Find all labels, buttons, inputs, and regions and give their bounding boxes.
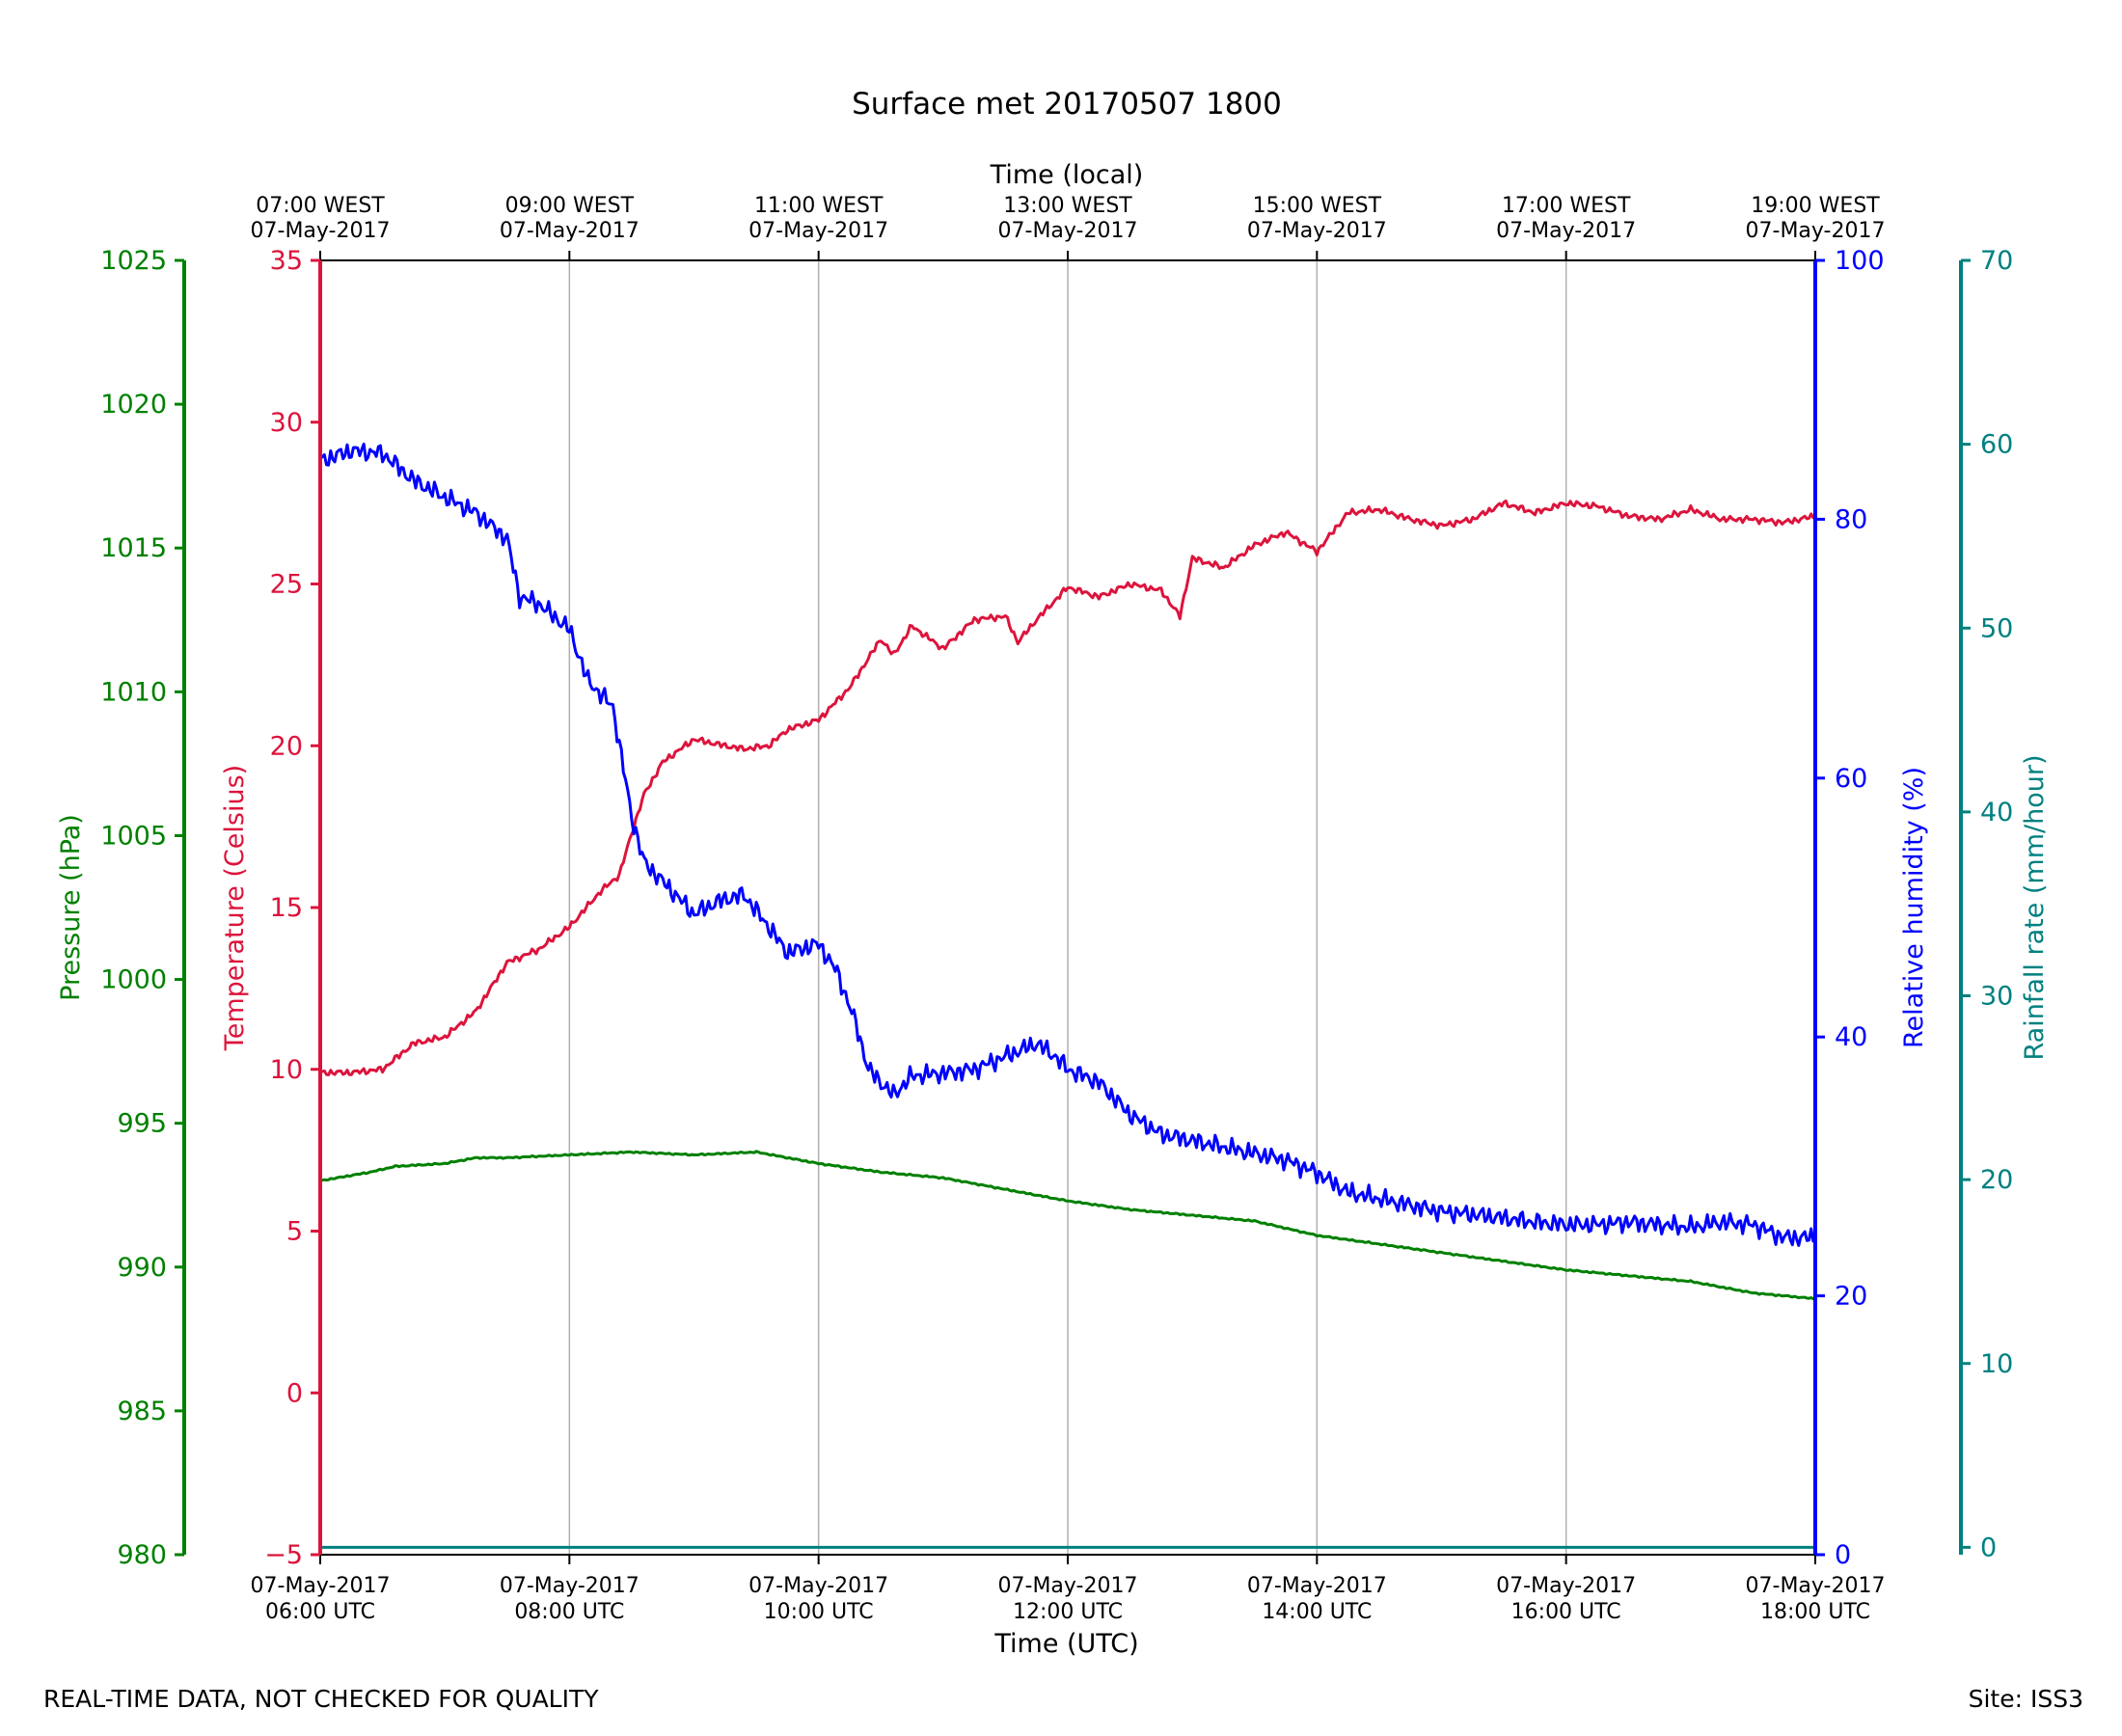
top-x-tick-label: 11:00 WEST <box>754 194 884 218</box>
pressure-axis-tick-label: 995 <box>117 1109 167 1139</box>
bottom-x-tick-label: 14:00 UTC <box>1262 1600 1372 1624</box>
pressure-axis-tick-label: 1015 <box>100 533 167 563</box>
temperature-axis-tick-label: 35 <box>270 246 303 276</box>
rainfall-axis-label: Rainfall rate (mm/hour) <box>2020 755 2050 1061</box>
top-x-tick-label: 07-May-2017 <box>1247 219 1387 243</box>
rainfall-axis-tick-label: 20 <box>1980 1165 2013 1195</box>
pressure-axis-tick-label: 1025 <box>100 246 167 276</box>
top-x-tick-label: 09:00 WEST <box>505 194 635 218</box>
bottom-x-tick-label: 07-May-2017 <box>251 1574 391 1598</box>
series-line-temperature <box>319 499 1816 1076</box>
bottom-x-tick-label: 07-May-2017 <box>998 1574 1138 1598</box>
pressure-axis-tick-label: 1010 <box>100 677 167 707</box>
bottom-x-tick-label: 07-May-2017 <box>1247 1574 1387 1598</box>
bottom-x-tick-label: 07-May-2017 <box>748 1574 888 1598</box>
temperature-axis-tick-label: 5 <box>286 1217 303 1247</box>
top-x-tick-label: 07-May-2017 <box>500 219 639 243</box>
temperature-axis-tick-label: 25 <box>270 570 303 600</box>
series-line-humidity <box>319 442 1817 1247</box>
bottom-x-tick-label: 07-May-2017 <box>1746 1574 1886 1598</box>
pressure-axis-label: Pressure (hPa) <box>56 814 86 1001</box>
quality-disclaimer: REAL-TIME DATA, NOT CHECKED FOR QUALITY <box>43 1685 599 1713</box>
rainfall-axis-tick-label: 60 <box>1980 430 2013 460</box>
bottom-x-tick-label: 06:00 UTC <box>265 1600 375 1624</box>
grid-layer <box>568 260 1567 1555</box>
temperature-axis-label: Temperature (Celsius) <box>220 765 250 1051</box>
rainfall-axis-tick-label: 70 <box>1980 246 2013 276</box>
temperature-axis-tick-label: 10 <box>270 1055 303 1085</box>
rainfall-axis-tick-label: 50 <box>1980 613 2013 643</box>
bottom-x-tick-label: 18:00 UTC <box>1760 1600 1870 1624</box>
humidity-axis-tick-label: 40 <box>1835 1022 1867 1052</box>
top-x-tick-label: 19:00 WEST <box>1751 194 1880 218</box>
humidity-axis-label: Relative humidity (%) <box>1899 767 1929 1048</box>
humidity-axis-tick-label: 0 <box>1835 1540 1851 1570</box>
chart-title: Surface met 20170507 1800 <box>852 87 1282 122</box>
temperature-axis-tick-label: 0 <box>286 1378 303 1408</box>
top-x-tick-label: 07-May-2017 <box>998 219 1138 243</box>
bottom-x-tick-label: 16:00 UTC <box>1511 1600 1621 1624</box>
pressure-axis-tick-label: 990 <box>117 1253 167 1283</box>
top-x-tick-label: 07:00 WEST <box>256 194 385 218</box>
humidity-axis-tick-label: 80 <box>1835 504 1867 534</box>
top-x-tick-label: 07-May-2017 <box>1746 219 1886 243</box>
humidity-axis-tick-label: 20 <box>1835 1282 1867 1312</box>
pressure-axis-tick-label: 1000 <box>100 965 167 995</box>
bottom-x-axis-label: Time (UTC) <box>993 1629 1138 1659</box>
top-x-tick-label: 07-May-2017 <box>251 219 391 243</box>
rainfall-axis-tick-label: 0 <box>1980 1533 1997 1562</box>
series-line-pressure <box>319 1150 1816 1301</box>
pressure-axis-tick-label: 1005 <box>100 821 167 851</box>
top-x-tick-label: 15:00 WEST <box>1253 194 1382 218</box>
pressure-axis-tick-label: 980 <box>117 1540 167 1570</box>
pressure-axis-tick-label: 985 <box>117 1397 167 1426</box>
rainfall-axis-tick-label: 40 <box>1980 798 2013 827</box>
bottom-x-tick-label: 07-May-2017 <box>500 1574 639 1598</box>
temperature-axis-tick-label: −5 <box>264 1540 303 1570</box>
bottom-x-tick-label: 08:00 UTC <box>514 1600 624 1624</box>
top-x-tick-label: 07-May-2017 <box>1496 219 1636 243</box>
pressure-axis-tick-label: 1020 <box>100 390 167 420</box>
bottom-x-tick-label: 07-May-2017 <box>1496 1574 1636 1598</box>
top-x-tick-label: 07-May-2017 <box>748 219 888 243</box>
series-layer <box>319 442 1817 1549</box>
temperature-axis-tick-label: 20 <box>270 731 303 761</box>
temperature-axis-tick-label: 15 <box>270 893 303 923</box>
temperature-axis-tick-label: 30 <box>270 408 303 438</box>
top-x-tick-label: 13:00 WEST <box>1003 194 1132 218</box>
top-x-axis-label: Time (local) <box>990 160 1144 190</box>
humidity-axis-tick-label: 60 <box>1835 764 1867 794</box>
rainfall-axis-tick-label: 30 <box>1980 982 2013 1012</box>
bottom-x-tick-label: 10:00 UTC <box>764 1600 874 1624</box>
bottom-x-tick-label: 12:00 UTC <box>1013 1600 1123 1624</box>
humidity-axis-tick-label: 100 <box>1835 246 1885 276</box>
site-label: Site: ISS3 <box>1968 1685 2083 1713</box>
top-x-tick-label: 17:00 WEST <box>1502 194 1631 218</box>
rainfall-axis-tick-label: 10 <box>1980 1349 2013 1379</box>
